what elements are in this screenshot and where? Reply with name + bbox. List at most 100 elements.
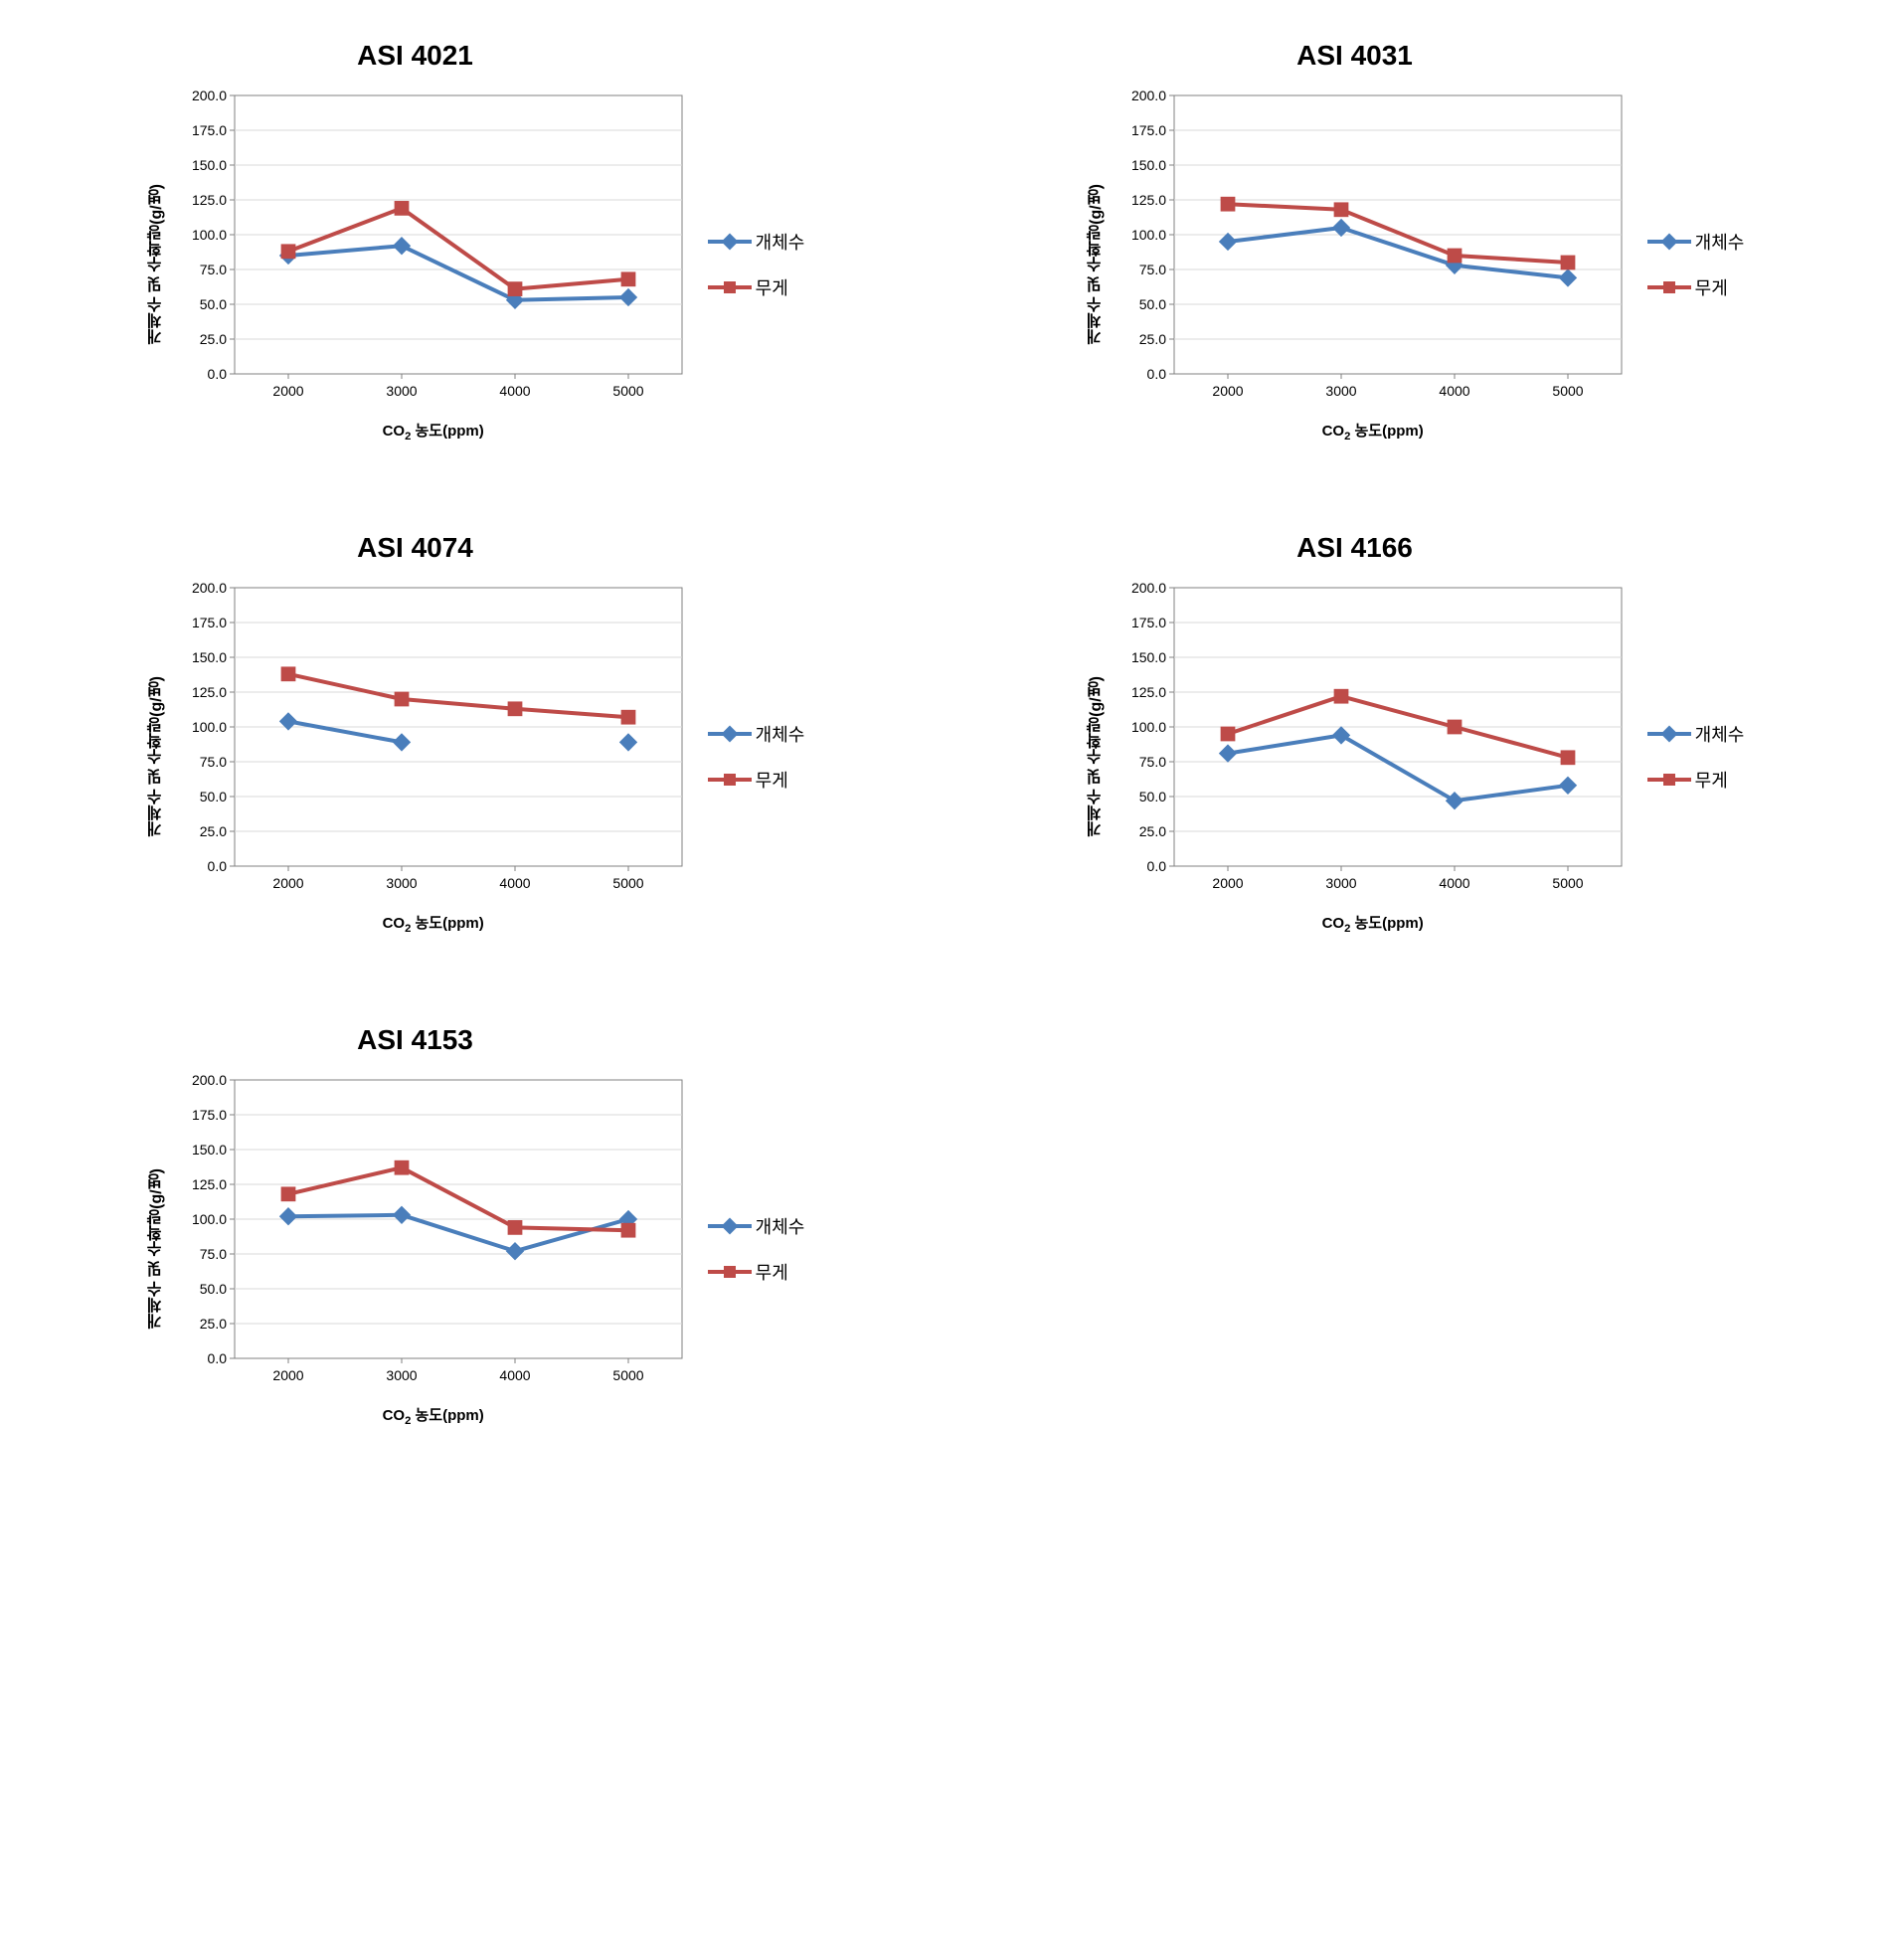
legend-item: 무게 [708,274,805,300]
chart-panel: ASI 4166개체수 및 수확량(g/병)0.025.050.075.0100… [999,532,1829,935]
svg-text:100.0: 100.0 [192,1211,227,1227]
legend-item: 개체수 [1647,721,1745,747]
chart-title: ASI 4074 [60,532,890,564]
svg-text:5000: 5000 [612,1367,643,1383]
y-axis-label: 개체수 및 수확량(g/병) [1085,184,1109,345]
chart-legend: 개체수무게 [708,229,805,300]
svg-text:175.0: 175.0 [192,122,227,138]
svg-text:200.0: 200.0 [1131,580,1166,596]
legend-label: 개체수 [1695,721,1745,747]
svg-text:50.0: 50.0 [1138,789,1165,804]
svg-text:200.0: 200.0 [192,580,227,596]
y-axis-label: 개체수 및 수확량(g/병) [145,184,169,345]
svg-text:3000: 3000 [1325,383,1356,399]
svg-text:3000: 3000 [386,383,417,399]
svg-text:4000: 4000 [499,383,530,399]
chart-plot: 0.025.050.075.0100.0125.0150.0175.0200.0… [175,578,692,906]
chart-panel: ASI 4153 개체수 및 수확량(g/병) 0.0 25.0 50.0 75.0 100… [60,1024,890,1427]
svg-text:150.0: 150.0 [192,1142,227,1158]
svg-text:25.0: 25.0 [1138,331,1165,347]
svg-text:150.0: 150.0 [1131,649,1166,665]
x-axis-label: CO2 농도(ppm) [1322,420,1424,443]
svg-text:150.0: 150.0 [192,157,227,173]
svg-text:100.0: 100.0 [192,719,227,735]
chart-legend: 개체수무게 [708,1213,805,1285]
svg-text:75.0: 75.0 [199,1246,226,1262]
svg-text:2000: 2000 [1212,875,1243,891]
legend-item: 개체수 [708,721,805,747]
svg-text:50.0: 50.0 [199,296,226,312]
svg-text:25.0: 25.0 [199,1316,226,1332]
svg-text:175.0: 175.0 [192,1107,227,1123]
svg-text:75.0: 75.0 [1138,754,1165,770]
legend-item: 개체수 [708,229,805,255]
svg-text:25.0: 25.0 [199,823,226,839]
chart-panel: ASI 4021개체수 및 수확량(g/병)0.025.050.075.0100… [60,40,890,443]
svg-text:100.0: 100.0 [192,227,227,243]
x-axis-label: CO2 농도(ppm) [383,420,484,443]
svg-text:75.0: 75.0 [199,754,226,770]
legend-label: 무게 [1695,767,1728,793]
legend-item: 무게 [708,1259,805,1285]
svg-text:175.0: 175.0 [1131,122,1166,138]
legend-label: 개체수 [756,1213,805,1239]
legend-label: 무게 [1695,274,1728,300]
svg-text:4000: 4000 [1439,875,1469,891]
svg-text:200.0: 200.0 [192,1072,227,1088]
svg-text:25.0: 25.0 [1138,823,1165,839]
svg-text:0.0: 0.0 [1146,366,1166,382]
legend-item: 개체수 [1647,229,1745,255]
svg-text:5000: 5000 [612,875,643,891]
legend-label: 무게 [756,274,788,300]
chart-panel: ASI 4074 개체수 및 수확량(g/병) 0.0 25.0 50.0 75.0 100… [60,532,890,935]
svg-text:4000: 4000 [1439,383,1469,399]
legend-item: 무게 [708,767,805,793]
svg-text:5000: 5000 [1552,875,1583,891]
legend-item: 개체수 [708,1213,805,1239]
chart-panel: ASI 4031개체수 및 수확량(g/병)0.025.050.075.0100… [999,40,1829,443]
svg-text:100.0: 100.0 [1131,227,1166,243]
svg-text:0.0: 0.0 [207,858,227,874]
svg-text:25.0: 25.0 [199,331,226,347]
svg-text:175.0: 175.0 [1131,615,1166,630]
svg-text:50.0: 50.0 [199,789,226,804]
svg-text:175.0: 175.0 [192,615,227,630]
svg-text:200.0: 200.0 [1131,88,1166,103]
svg-text:3000: 3000 [386,875,417,891]
svg-text:5000: 5000 [1552,383,1583,399]
svg-text:0.0: 0.0 [1146,858,1166,874]
svg-text:0.0: 0.0 [207,1350,227,1366]
legend-label: 무게 [756,767,788,793]
y-axis-label: 개체수 및 수확량(g/병) [145,676,169,837]
svg-text:125.0: 125.0 [192,684,227,700]
legend-label: 개체수 [1695,229,1745,255]
x-axis-label: CO2 농도(ppm) [1322,912,1424,935]
svg-text:0.0: 0.0 [207,366,227,382]
legend-item: 무게 [1647,274,1745,300]
svg-text:2000: 2000 [272,1367,303,1383]
svg-text:2000: 2000 [1212,383,1243,399]
chart-legend: 개체수무게 [1647,721,1745,793]
chart-plot: 0.025.050.075.0100.0125.0150.0175.0200.0… [1115,86,1632,414]
svg-text:125.0: 125.0 [1131,684,1166,700]
svg-text:50.0: 50.0 [1138,296,1165,312]
chart-title: ASI 4153 [60,1024,890,1056]
x-axis-label: CO2 농도(ppm) [383,1404,484,1427]
svg-text:100.0: 100.0 [1131,719,1166,735]
svg-text:150.0: 150.0 [1131,157,1166,173]
svg-text:125.0: 125.0 [192,1176,227,1192]
y-axis-label: 개체수 및 수확량(g/병) [145,1168,169,1330]
legend-item: 무게 [1647,767,1745,793]
chart-title: ASI 4031 [999,40,1829,72]
chart-legend: 개체수무게 [708,721,805,793]
svg-text:4000: 4000 [499,875,530,891]
chart-plot: 0.0 25.0 50.0 75.0 100.0 125.0 150.0 175.0 200.0… [175,1070,692,1398]
x-axis-label: CO2 농도(ppm) [383,912,484,935]
svg-text:50.0: 50.0 [199,1281,226,1297]
legend-label: 무게 [756,1259,788,1285]
svg-text:2000: 2000 [272,875,303,891]
legend-label: 개체수 [756,229,805,255]
svg-text:125.0: 125.0 [1131,192,1166,208]
chart-title: ASI 4021 [60,40,890,72]
svg-text:200.0: 200.0 [192,88,227,103]
